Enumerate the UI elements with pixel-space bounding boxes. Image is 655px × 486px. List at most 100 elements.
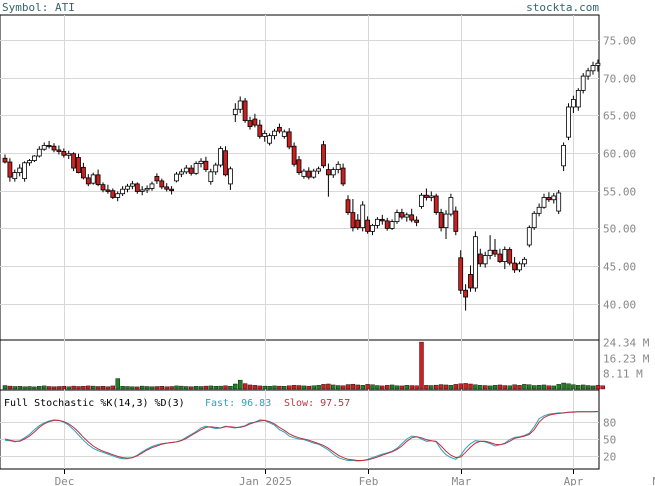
candle-body — [218, 148, 224, 166]
volume-bar — [257, 385, 262, 390]
candle-body — [22, 162, 28, 180]
volume-bar — [536, 385, 542, 390]
candle-body — [379, 218, 385, 222]
volume-bar — [71, 385, 76, 390]
candle-body — [169, 188, 175, 192]
candle-body — [32, 155, 37, 161]
candle-body — [477, 253, 483, 265]
candle-body — [2, 157, 8, 163]
volume-bar — [556, 384, 561, 390]
candle-body — [345, 199, 351, 213]
candle-body — [198, 160, 204, 164]
volume-bar — [287, 385, 292, 390]
volume-bar — [370, 384, 375, 390]
volume-bar — [193, 386, 199, 390]
candle-body — [17, 167, 23, 173]
volume-bar — [37, 386, 42, 390]
candle-body — [575, 90, 581, 108]
volume-bar — [237, 379, 243, 390]
candle-body — [571, 99, 576, 108]
x-axis-label: Feb — [359, 475, 379, 486]
candle-body — [399, 212, 405, 218]
volume-bar — [331, 384, 336, 390]
volume-bar — [208, 385, 214, 390]
volume-tick-label: 16.23 M — [603, 353, 650, 366]
candle-body — [306, 170, 312, 178]
stochastic-lines — [4, 410, 598, 462]
volume-bar — [213, 386, 218, 390]
price-tick-label: 65.00 — [603, 110, 636, 123]
candle-body — [27, 160, 32, 164]
candle-body — [482, 255, 488, 265]
volume-bar — [321, 384, 326, 390]
volume-bar — [375, 385, 380, 390]
candle-body — [276, 126, 282, 132]
volume-bar — [51, 386, 57, 390]
candle-body — [463, 289, 469, 298]
candle-body — [507, 249, 513, 264]
candle-body — [350, 212, 356, 229]
volume-bar — [277, 385, 282, 390]
stochastic-title: Full Stochastic %K(14,3) %D(3) — [4, 398, 185, 409]
candle-body — [257, 124, 263, 137]
volume-bar — [12, 386, 18, 390]
volume-bar — [135, 386, 140, 390]
symbol-label: Symbol: ATI — [2, 1, 75, 14]
price-tick-label: 50.00 — [603, 223, 636, 236]
candle-body — [585, 70, 591, 77]
candle-body — [561, 145, 566, 167]
candle-body — [551, 195, 557, 201]
candle-body — [296, 159, 302, 173]
candle-body — [46, 145, 52, 147]
volume-bar — [414, 385, 419, 390]
volume-bars — [2, 341, 605, 390]
candle-body — [227, 168, 233, 185]
x-axis-label: Apr — [564, 475, 584, 486]
volume-bar — [86, 385, 91, 390]
volume-bar — [360, 385, 365, 390]
candle-body — [409, 214, 415, 221]
volume-bar — [483, 385, 488, 390]
candle-body — [286, 131, 292, 148]
volume-bar — [350, 383, 356, 390]
candle-body — [522, 258, 527, 265]
volume-bar — [458, 383, 463, 390]
candle-body — [404, 214, 410, 218]
candle-body — [188, 167, 194, 174]
volume-tick-label: 24.34 M — [603, 337, 650, 350]
candle-body — [71, 153, 76, 169]
candle-body — [144, 188, 150, 191]
candle-body — [502, 249, 508, 262]
volume-bar — [2, 385, 8, 390]
volume-bar — [394, 385, 400, 390]
volume-bar — [95, 386, 101, 390]
volume-bar — [291, 385, 297, 390]
volume-bar — [443, 384, 449, 390]
volume-bar — [389, 384, 395, 390]
candle-body — [51, 145, 57, 151]
volume-bar — [306, 385, 311, 390]
candle-body — [178, 171, 184, 175]
candle-body — [242, 100, 248, 121]
volume-bar — [159, 386, 165, 390]
candle-body — [512, 262, 517, 271]
candle-body — [580, 75, 586, 91]
candle-body — [110, 190, 116, 198]
volume-bar — [282, 386, 287, 390]
x-axis-label: May — [653, 475, 655, 486]
candle-body — [125, 185, 130, 190]
candle-body — [374, 218, 380, 226]
volume-bar — [585, 385, 591, 390]
stochastic-fast-legend: Fast: 96.83 — [205, 398, 271, 409]
volume-bar — [532, 385, 537, 390]
volume-bar — [262, 385, 267, 390]
volume-bar — [541, 384, 547, 390]
volume-bar — [517, 385, 522, 390]
volume-bar — [326, 383, 331, 390]
volume-bar — [576, 385, 581, 390]
candle-body — [384, 220, 390, 229]
stochastic-slow-legend: Slow: 97.57 — [284, 398, 350, 409]
candle-body — [487, 249, 493, 256]
volume-bar — [46, 386, 52, 390]
candle-body — [213, 164, 219, 173]
